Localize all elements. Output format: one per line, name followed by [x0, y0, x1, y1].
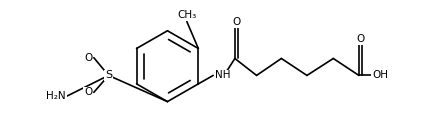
Text: CH₃: CH₃ — [177, 10, 197, 20]
Text: S: S — [105, 70, 112, 80]
Text: O: O — [84, 53, 92, 63]
Text: OH: OH — [372, 70, 388, 80]
Text: O: O — [84, 87, 92, 97]
Text: O: O — [232, 17, 241, 27]
Text: NH: NH — [215, 70, 230, 80]
Text: H₂N: H₂N — [46, 91, 66, 101]
Text: O: O — [356, 34, 365, 44]
